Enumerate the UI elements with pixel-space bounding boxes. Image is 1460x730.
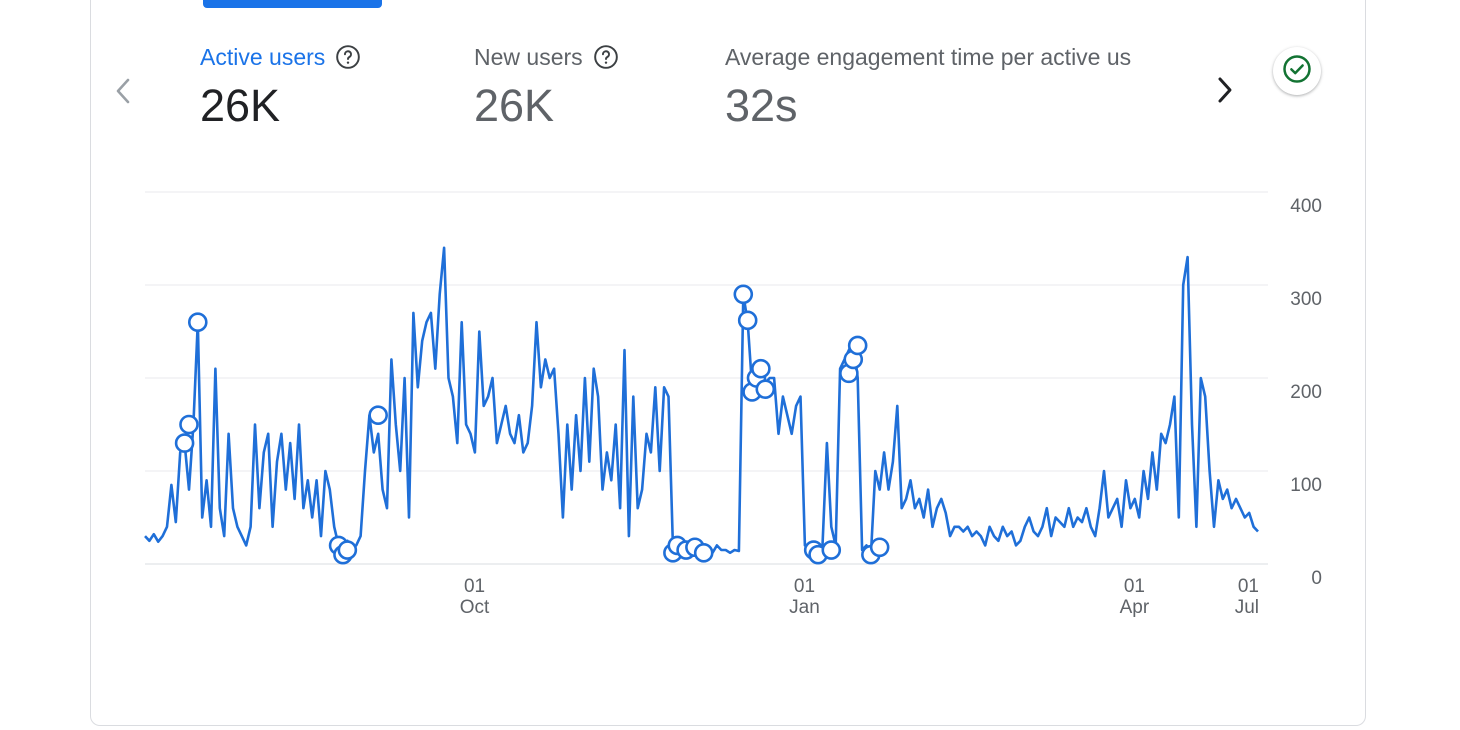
anomaly-point xyxy=(755,379,776,399)
x-tick-day: 01 xyxy=(1124,576,1145,597)
active-tab-indicator xyxy=(203,0,382,8)
anomaly-point xyxy=(821,540,842,560)
x-tick-month: Jan xyxy=(789,597,820,618)
metric-tab-average-engagement-time[interactable]: Average engagement time per active us 32… xyxy=(725,40,1195,132)
metric-tab-new-users[interactable]: New users 26K xyxy=(474,40,704,132)
metric-value: 26K xyxy=(200,80,281,131)
y-tick-label: 100 xyxy=(1290,475,1322,496)
help-circle-icon[interactable] xyxy=(335,44,361,70)
data-quality-status-button[interactable] xyxy=(1273,47,1321,95)
y-tick-label: 0 xyxy=(1311,568,1322,589)
anomaly-point xyxy=(179,414,199,435)
anomaly-point xyxy=(174,433,195,453)
x-tick-month: Oct xyxy=(460,597,490,618)
metric-label: Average engagement time per active us xyxy=(725,43,1132,70)
anomaly-point xyxy=(751,358,771,379)
metric-tab-active-users[interactable]: Active users 26K xyxy=(200,40,440,132)
anomaly-point xyxy=(368,405,388,426)
metric-label: New users xyxy=(474,43,583,70)
y-tick-label: 300 xyxy=(1290,289,1322,310)
anomaly-point xyxy=(187,312,208,333)
anomaly-point xyxy=(693,543,714,563)
y-tick-label: 400 xyxy=(1290,196,1322,217)
next-metrics-button[interactable] xyxy=(1208,74,1242,110)
x-tick-day: 01 xyxy=(464,576,485,597)
anomaly-point xyxy=(737,310,758,331)
metric-value: 26K xyxy=(474,80,555,131)
anomaly-point xyxy=(869,537,890,558)
x-tick-month: Jul xyxy=(1235,597,1259,618)
x-tick-day: 01 xyxy=(794,576,815,597)
chart-card xyxy=(90,0,1366,726)
anomaly-point xyxy=(847,335,868,356)
previous-metrics-button[interactable] xyxy=(108,76,138,110)
anomaly-point xyxy=(733,284,754,305)
x-tick-day: 01 xyxy=(1238,576,1259,597)
chevron-right-icon xyxy=(1215,75,1235,110)
x-tick-month: Apr xyxy=(1120,597,1150,618)
check-circle-icon xyxy=(1282,54,1312,89)
metric-value: 32s xyxy=(725,80,798,131)
chevron-left-icon xyxy=(113,76,133,111)
metric-label: Active users xyxy=(200,43,326,70)
y-tick-label: 200 xyxy=(1290,382,1322,403)
anomaly-point xyxy=(337,540,358,560)
series-line xyxy=(144,246,1259,557)
help-circle-icon[interactable] xyxy=(593,44,619,70)
